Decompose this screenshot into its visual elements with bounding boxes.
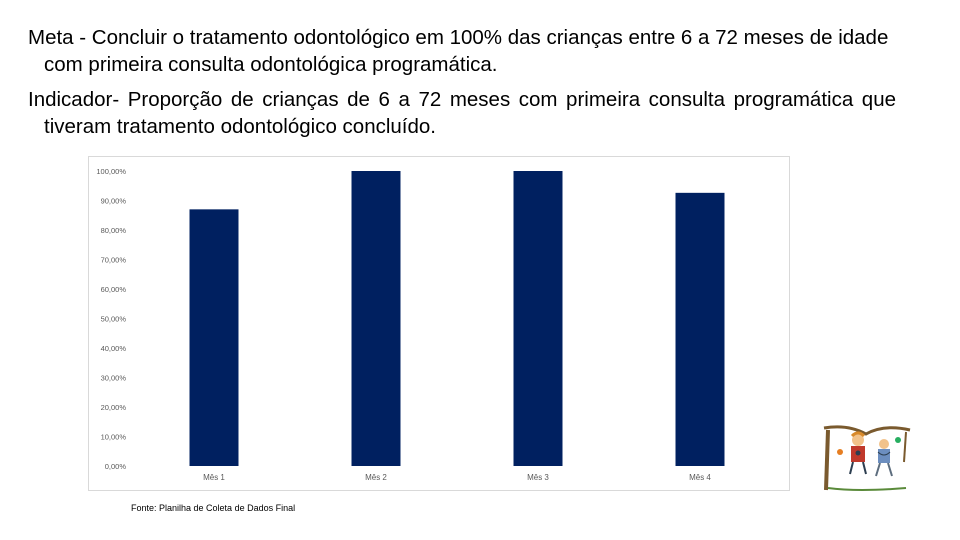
y-tick-label: 50,00% [101,315,127,324]
bar [189,209,239,466]
bar-chart: 0,00% 10,00% 20,00% 30,00% 40,00% 50,00% 60,00… [88,156,790,491]
bar [513,171,563,466]
x-tick-label: Mês 4 [689,473,711,482]
indicator-text: Indicador- Proporção de crianças de 6 a … [28,88,896,138]
x-tick-label: Mês 2 [365,473,387,482]
bar [675,192,725,466]
children-on-tree-illustration [823,425,911,491]
y-tick-label: 60,00% [101,285,127,294]
x-tick-label: Mês 1 [203,473,225,482]
y-tick-label: 20,00% [101,403,127,412]
y-tick-label: 0,00% [105,462,127,471]
y-tick-label: 10,00% [101,433,127,442]
y-tick-label: 40,00% [101,344,127,353]
y-tick-label: 70,00% [101,256,127,265]
bar [351,171,401,466]
y-tick-label: 30,00% [101,374,127,383]
y-tick-label: 80,00% [101,226,127,235]
chart-canvas: 0,00% 10,00% 20,00% 30,00% 40,00% 50,00% 60,00… [96,167,725,482]
x-tick-label: Mês 3 [527,473,549,482]
y-tick-label: 100,00% [96,167,126,176]
goal-text: Meta - Concluir o tratamento odontológic… [28,26,889,76]
chart-source: Fonte: Planilha de Coleta de Dados Final [131,503,296,513]
y-tick-label: 90,00% [101,197,127,206]
